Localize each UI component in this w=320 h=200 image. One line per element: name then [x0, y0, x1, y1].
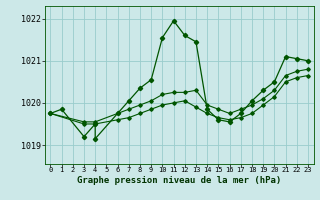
- X-axis label: Graphe pression niveau de la mer (hPa): Graphe pression niveau de la mer (hPa): [77, 176, 281, 185]
